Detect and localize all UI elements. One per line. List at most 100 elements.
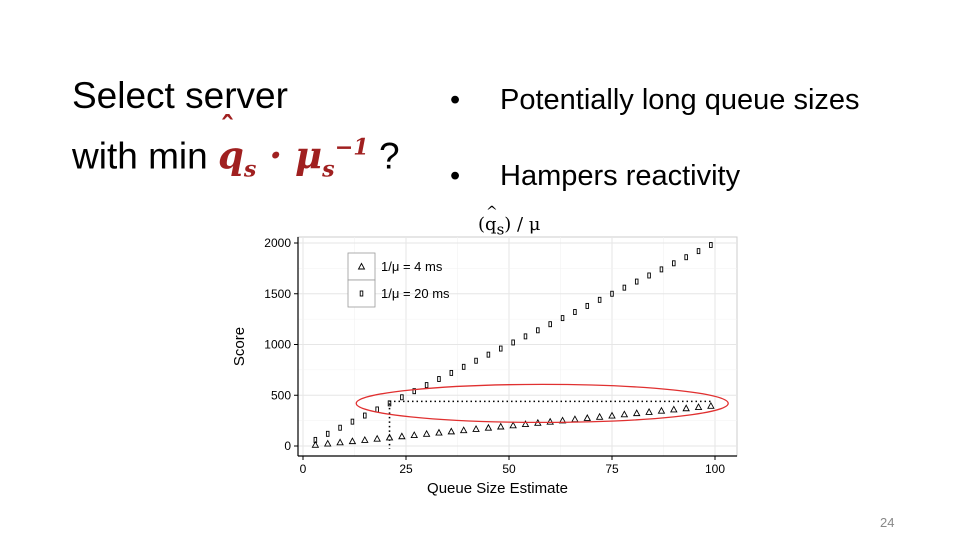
square-point	[338, 424, 342, 431]
square-point	[585, 302, 590, 309]
triangle-point	[472, 425, 480, 432]
triangle-point	[657, 406, 666, 414]
square-point	[659, 266, 664, 273]
legend-key	[347, 279, 376, 308]
y-tick-label: 1500	[264, 287, 291, 301]
triangle-point	[546, 417, 554, 425]
square-point	[610, 290, 614, 297]
legend-label: 1/μ = 20 ms	[381, 286, 450, 301]
bullet-list: Potentially long queue sizes Hampers rea…	[440, 70, 860, 222]
square-point	[313, 436, 318, 443]
triangle-point	[583, 414, 592, 421]
square-point	[437, 376, 441, 382]
square-point	[449, 369, 454, 376]
triangle-point	[435, 428, 443, 436]
triangle-point	[632, 409, 641, 417]
slide-title: Select server with min qs · μs−1 ?	[72, 70, 432, 196]
square-point	[536, 327, 540, 334]
triangle-point	[521, 420, 530, 428]
triangle-point	[694, 403, 703, 410]
y-tick-label: 1000	[264, 338, 291, 352]
x-tick-label: 0	[300, 462, 307, 476]
x-tick-label: 75	[605, 462, 619, 476]
formula-exponent: −1	[334, 135, 369, 161]
subtitle-subscript-s: s	[496, 220, 505, 239]
title-suffix: ?	[378, 135, 400, 177]
triangle-point	[398, 432, 406, 440]
legend-label: 1/μ = 4 ms	[381, 259, 443, 274]
square-point	[474, 357, 478, 364]
square-point	[400, 394, 404, 401]
x-tick-label: 50	[502, 462, 516, 476]
subtitle-rest: ) / μ	[504, 214, 541, 235]
square-point	[523, 333, 528, 340]
square-point	[350, 418, 355, 425]
legend-key	[347, 252, 376, 281]
legend-square-marker	[359, 290, 364, 297]
triangle-point	[361, 435, 369, 443]
square-point	[622, 284, 627, 291]
y-axis-label: Score	[231, 327, 248, 366]
triangle-point	[311, 440, 320, 448]
square-point	[511, 339, 515, 346]
formula-dot: ·	[269, 133, 283, 178]
triangle-point	[484, 423, 493, 431]
legend: 1/μ = 4 ms 1/μ = 20 ms	[347, 252, 450, 308]
square-point	[363, 412, 367, 419]
legend-triangle-marker	[357, 262, 366, 270]
square-point	[634, 278, 639, 285]
square-point	[597, 296, 602, 303]
formula-mu: μ	[295, 133, 323, 178]
title-line-1: Select server	[72, 75, 288, 116]
square-point	[672, 260, 676, 267]
triangle-point	[645, 407, 653, 415]
y-tick-label: 0	[284, 439, 291, 453]
triangle-point	[497, 422, 505, 430]
triangle-point	[422, 429, 431, 437]
triangle-point	[410, 431, 418, 438]
title-prefix: with min	[72, 135, 208, 177]
triangle-point	[682, 404, 690, 412]
square-point	[548, 321, 552, 328]
subtitle-q-hat: q	[485, 204, 497, 235]
x-tick-label: 25	[399, 462, 413, 476]
triangle-point	[620, 410, 629, 418]
chart-subtitle: (qs) / μ	[478, 204, 541, 239]
subtitle-open-paren: (	[478, 214, 486, 235]
bullet-item: Hampers reactivity	[440, 146, 860, 222]
triangle-point	[595, 412, 604, 420]
formula-q-hat: q	[218, 103, 244, 181]
x-axis-label: Queue Size Estimate	[427, 480, 568, 497]
triangle-point	[707, 401, 715, 409]
square-point	[424, 382, 429, 389]
triangle-point	[670, 405, 678, 413]
bullet-item: Potentially long queue sizes	[440, 70, 860, 146]
y-tick-label: 2000	[264, 236, 291, 250]
square-point	[696, 248, 701, 255]
triangle-point	[373, 434, 381, 442]
triangle-point	[348, 437, 357, 445]
title-line-2: with min qs · μs−1 ?	[72, 103, 432, 196]
square-point	[560, 315, 565, 322]
formula-subscript-s: s	[243, 156, 257, 183]
triangle-point	[509, 421, 517, 429]
highlight-ellipse	[355, 383, 729, 424]
triangle-point	[459, 426, 468, 434]
x-tick-label: 100	[705, 462, 725, 476]
square-point	[325, 430, 330, 437]
square-point	[499, 345, 503, 352]
triangle-point	[447, 427, 456, 435]
square-point	[647, 272, 651, 279]
y-tick-label: 500	[271, 388, 291, 402]
square-point	[461, 363, 466, 370]
page-number: 24	[880, 515, 895, 530]
triangle-point	[323, 439, 332, 447]
square-point	[709, 242, 713, 248]
triangle-point	[608, 411, 616, 419]
square-point	[684, 254, 688, 261]
square-point	[412, 388, 416, 395]
square-point	[486, 351, 491, 358]
triangle-point	[336, 438, 344, 446]
square-point	[573, 309, 577, 315]
